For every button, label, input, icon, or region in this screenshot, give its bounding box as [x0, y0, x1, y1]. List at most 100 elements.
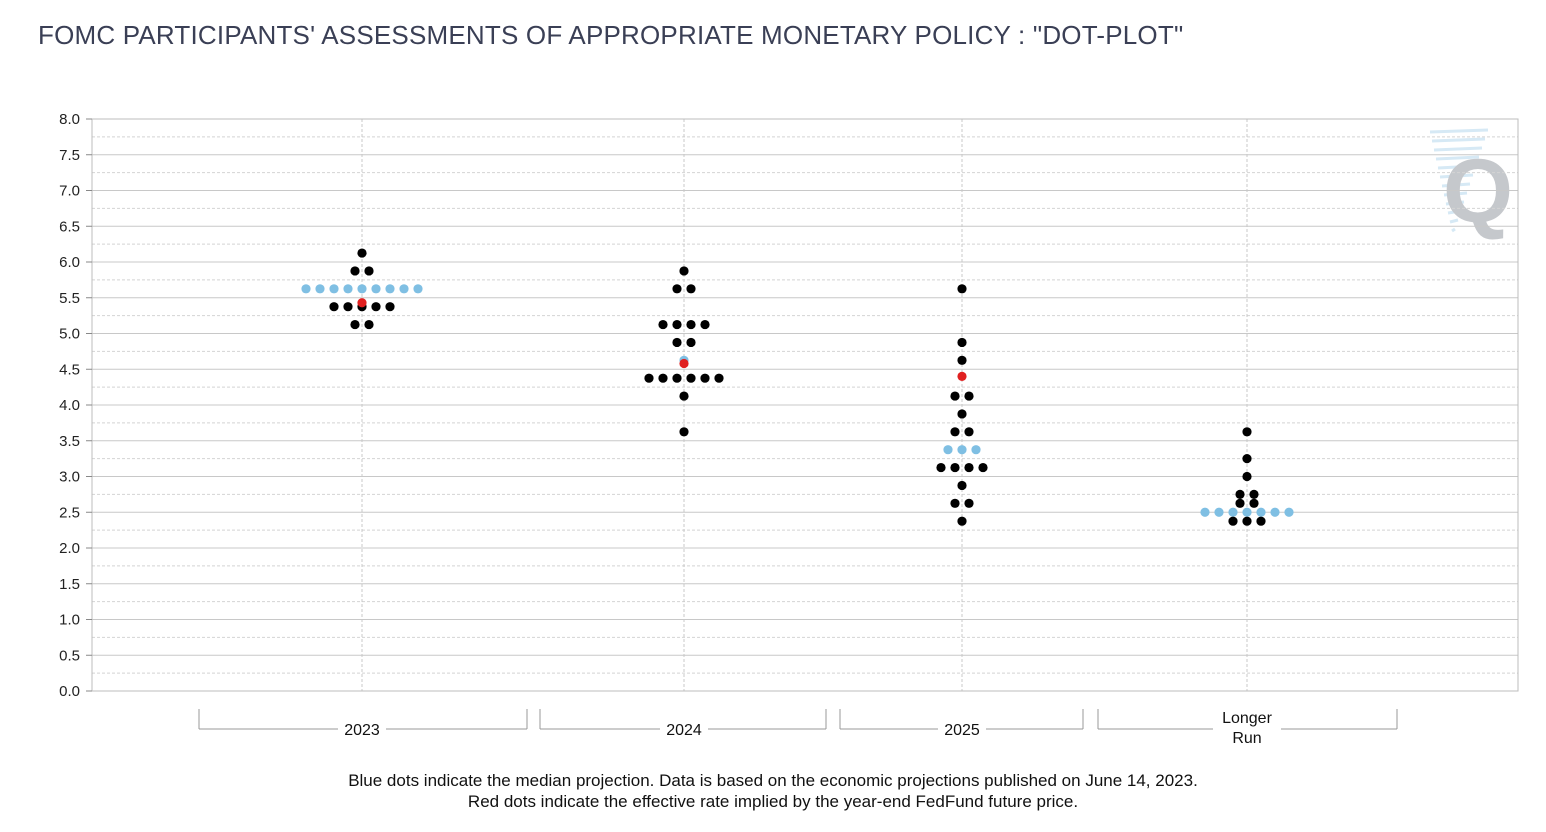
- y-tick-label: 6.0: [59, 254, 80, 271]
- watermark-line: [1443, 191, 1468, 197]
- y-tick-label: 5.5: [59, 290, 80, 307]
- x-category-label: 2025: [944, 722, 980, 739]
- participant-dot: [686, 319, 696, 330]
- y-tick-label: 1.5: [59, 576, 80, 593]
- median-dot: [357, 284, 367, 294]
- participant-dot: [1242, 454, 1252, 464]
- participant-dot: [1242, 516, 1252, 526]
- participant-dot: [1228, 516, 1238, 526]
- y-tick-label: 0.5: [59, 647, 80, 664]
- median-dot: [1256, 507, 1266, 517]
- watermark-line: [1429, 128, 1489, 134]
- participant-dot: [364, 319, 374, 330]
- participant-dot: [1249, 498, 1259, 508]
- participant-dot: [672, 319, 682, 330]
- participant-dot: [700, 319, 710, 330]
- y-tick-label: 3.5: [59, 433, 80, 450]
- watermark-line: [1433, 146, 1483, 152]
- participant-dot: [343, 302, 353, 312]
- x-category-label: 2023: [344, 722, 380, 739]
- participant-dot: [950, 498, 960, 508]
- y-tick-label: 8.0: [59, 111, 80, 128]
- y-tick-label: 2.5: [59, 504, 80, 521]
- participant-dot: [1235, 498, 1245, 508]
- watermark-letter: Q: [1443, 142, 1513, 242]
- participant-dot: [1242, 471, 1252, 482]
- y-tick-label: 4.5: [59, 361, 80, 378]
- median-dot: [1214, 507, 1224, 517]
- participant-dot: [350, 319, 360, 330]
- watermark-line: [1439, 173, 1474, 179]
- participant-dot: [385, 302, 395, 312]
- median-dot: [413, 284, 423, 294]
- watermark-line: [1449, 218, 1459, 224]
- participant-dot: [686, 373, 696, 383]
- participant-dot: [964, 462, 974, 473]
- median-dot: [1270, 507, 1280, 517]
- participant-dot: [964, 427, 974, 437]
- x-axis: 2023 2024 2025 Longer Run: [198, 709, 1398, 747]
- median-dot: [1284, 507, 1294, 517]
- x-category-label: Longer: [1222, 710, 1272, 727]
- participant-dot: [672, 337, 682, 348]
- participant-dot: [679, 391, 689, 401]
- median-dot: [343, 284, 353, 294]
- participant-dot: [950, 427, 960, 437]
- median-dot: [1242, 507, 1252, 517]
- dot-plot-chart: Q 0.0 0.5 1.0 1.5 2.0 2.5 3.0 3.5 4.0 4.5 5.0 5.5 6.…: [59, 111, 1519, 747]
- median-dot: [399, 284, 409, 294]
- participant-dot: [658, 373, 668, 383]
- watermark-logo: Q: [1429, 128, 1513, 242]
- participant-dot: [957, 480, 967, 491]
- median-dot: [315, 284, 325, 294]
- watermark-line: [1445, 200, 1465, 206]
- participant-dot: [672, 373, 682, 383]
- dots-layer: [301, 248, 1294, 526]
- y-axis: 0.0 0.5 1.0 1.5 2.0 2.5 3.0 3.5 4.0 4.5 5.0 5.5 6.0 6…: [59, 111, 92, 700]
- median-dot: [957, 445, 967, 455]
- watermark-line: [1441, 182, 1471, 188]
- watermark-line: [1451, 227, 1456, 233]
- participant-dot: [950, 462, 960, 473]
- participant-dot: [714, 373, 724, 383]
- y-tick-label: 2.0: [59, 540, 80, 557]
- participant-dot: [936, 462, 946, 473]
- y-tick-label: 7.0: [59, 183, 80, 200]
- y-tick-label: 1.0: [59, 612, 80, 629]
- watermark-line: [1437, 164, 1477, 170]
- chart-notes: Blue dots indicate the median projection…: [0, 770, 1546, 812]
- y-tick-label: 6.5: [59, 218, 80, 235]
- watermark-line: [1431, 137, 1486, 143]
- participant-dot: [957, 284, 967, 294]
- implied-rate-dot: [957, 371, 967, 381]
- participant-dot: [1235, 489, 1245, 499]
- participant-dot: [957, 409, 967, 419]
- watermark-line: [1447, 209, 1462, 215]
- implied-rate-dot: [679, 358, 689, 369]
- participant-dot: [957, 516, 967, 526]
- y-tick-label: 3.0: [59, 469, 80, 486]
- y-tick-label: 7.5: [59, 147, 80, 164]
- participant-dot: [672, 284, 682, 294]
- participant-dot: [1249, 489, 1259, 499]
- x-category-label: Run: [1232, 730, 1261, 747]
- note-implied: Red dots indicate the effective rate imp…: [467, 792, 1079, 811]
- participant-dot: [964, 498, 974, 508]
- median-dot: [943, 445, 953, 455]
- median-dot: [971, 445, 981, 455]
- x-category-label: 2024: [666, 722, 702, 739]
- participant-dot: [644, 373, 654, 383]
- median-dot: [329, 284, 339, 294]
- participant-dot: [1242, 427, 1252, 437]
- y-tick-label: 5.0: [59, 326, 80, 343]
- grid-lines: [92, 118, 1518, 692]
- participant-dot: [964, 391, 974, 401]
- participant-dot: [950, 391, 960, 401]
- participant-dot: [1256, 516, 1266, 526]
- participant-dot: [679, 266, 689, 276]
- median-dot: [371, 284, 381, 294]
- chart-title: FOMC PARTICIPANTS' ASSESSMENTS OF APPROP…: [38, 20, 1184, 50]
- participant-dot: [686, 284, 696, 294]
- participant-dot: [700, 373, 710, 383]
- median-dot: [301, 284, 311, 294]
